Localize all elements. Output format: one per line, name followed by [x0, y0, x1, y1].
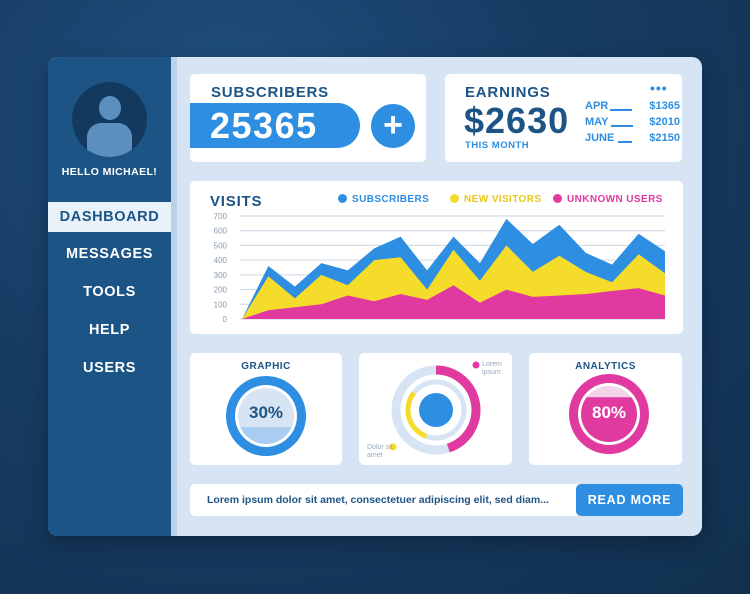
earnings-divider: [610, 109, 632, 111]
avatar[interactable]: [72, 82, 147, 157]
analytics-title: ANALYTICS: [575, 361, 636, 372]
analytics-percent: 80%: [591, 403, 627, 422]
earnings-month: MAY: [585, 116, 609, 128]
graphic-gauge: [226, 376, 306, 456]
sidebar-item-messages[interactable]: MESSAGES: [66, 246, 153, 262]
more-options-icon[interactable]: •••: [650, 80, 668, 96]
legend-subscribers: SUBSCRIBERS: [338, 194, 429, 205]
avatar-body: [87, 123, 132, 157]
chart-tick-label: 500: [214, 241, 228, 250]
earnings-panel: EARNINGS $2630 THIS MONTH ••• APR $1365 …: [445, 74, 682, 162]
sidebar: HELLO MICHAEL! DASHBOARD MESSAGES TOOLS …: [48, 57, 171, 536]
legend-dot: [553, 194, 562, 203]
visits-title: VISITS: [210, 193, 263, 210]
legend-dot: [338, 194, 347, 203]
chart-tick-label: 700: [214, 212, 228, 221]
chart-tick-label: 0: [223, 315, 228, 324]
add-subscriber-button[interactable]: +: [371, 104, 415, 148]
subscribers-title: SUBSCRIBERS: [211, 84, 329, 101]
earnings-month: JUNE: [585, 132, 615, 144]
legend-new-visitors: NEW VISITORS: [450, 194, 541, 205]
legend-label: UNKNOWN USERS: [567, 194, 663, 205]
earnings-month: APR: [585, 100, 609, 112]
earnings-value: $2630: [464, 100, 570, 141]
donut-label-dolor: Dolor sit amet: [367, 444, 393, 459]
legend-label: SUBSCRIBERS: [352, 194, 430, 205]
donut-outer-arc: [435, 365, 481, 453]
legend-dot: [450, 194, 459, 203]
chart-tick-label: 400: [214, 256, 228, 265]
subscribers-panel: SUBSCRIBERS 25365 +: [190, 74, 426, 162]
donut-legend-dot-yellow: [389, 443, 397, 451]
visits-chart: 0 100 200 300 400 500 600 700: [214, 212, 665, 324]
sidebar-item-users[interactable]: USERS: [83, 360, 136, 376]
read-more-button[interactable]: READ MORE: [576, 484, 683, 516]
footer-bar: Lorem ipsum dolor sit amet, consectetuer…: [190, 484, 590, 516]
subscribers-count: 25365: [210, 105, 318, 146]
earnings-divider: [618, 141, 632, 143]
earnings-subtitle: THIS MONTH: [465, 140, 530, 151]
gauge-fill: [581, 397, 637, 442]
sidebar-item-help[interactable]: HELP: [88, 322, 131, 338]
series-unknown-users-area: [242, 285, 665, 319]
chart-tick-label: 600: [214, 227, 228, 236]
donut-legend-dot-pink: [472, 361, 480, 369]
chart-tick-label: 200: [214, 286, 228, 295]
earnings-divider: [611, 125, 633, 127]
avatar-head: [99, 96, 121, 120]
graphic-title: GRAPHIC: [241, 361, 291, 372]
donut-inner-arc: [405, 391, 428, 439]
sidebar-divider: [171, 57, 177, 536]
footer-text: Lorem ipsum dolor sit amet, consectetuer…: [207, 494, 549, 506]
gauge-fill: [240, 427, 292, 444]
analytics-card: ANALYTICS 80%: [529, 353, 682, 465]
graphic-card: GRAPHIC 30%: [190, 353, 342, 465]
chart-tick-label: 100: [214, 300, 228, 309]
earnings-amount: $2150: [649, 132, 680, 144]
greeting-text: HELLO MICHAEL!: [61, 166, 158, 178]
sidebar-item-dashboard[interactable]: DASHBOARD: [48, 202, 171, 232]
subscribers-value-pill: 25365: [190, 103, 360, 148]
earnings-amount: $2010: [649, 116, 680, 128]
legend-label: NEW VISITORS: [464, 194, 542, 205]
sidebar-item-tools[interactable]: TOOLS: [83, 284, 136, 300]
visits-panel: 0 100 200 300 400 500 600 700 VISITS SUBSCRIBER…: [190, 181, 683, 334]
earnings-title: EARNINGS: [465, 84, 551, 101]
donut-center: [419, 393, 453, 427]
graphic-percent: 30%: [248, 403, 284, 422]
donut-chart: [389, 361, 481, 455]
legend-unknown-users: UNKNOWN USERS: [553, 194, 663, 205]
donut-card: Lorem ipsum Dolor sit amet: [359, 353, 512, 465]
earnings-amount: $1365: [649, 100, 680, 112]
donut-label-lorem: Lorem ipsum: [482, 361, 502, 376]
chart-tick-label: 300: [214, 271, 228, 280]
analytics-gauge: [569, 374, 649, 454]
